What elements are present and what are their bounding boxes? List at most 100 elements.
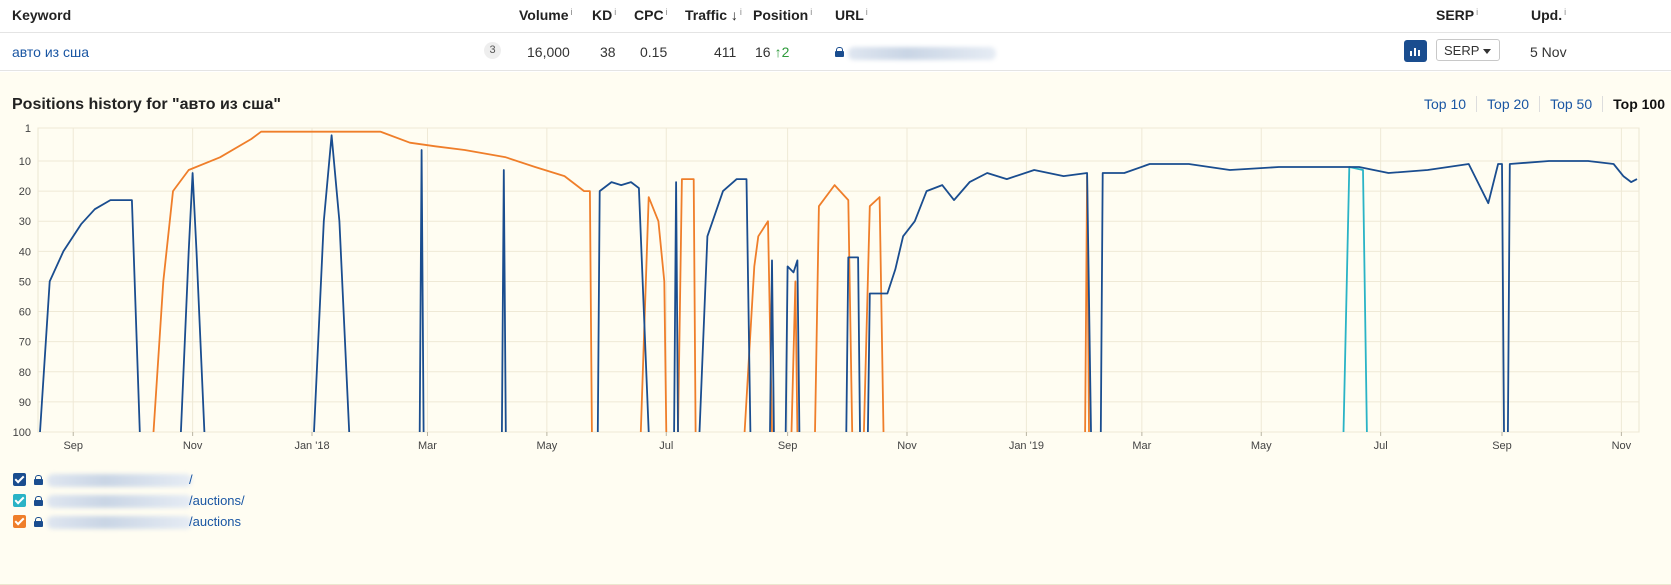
traffic-value: 411 [714,44,737,60]
blurred-url [47,495,192,508]
y-tick-label: 1 [25,123,31,135]
col-traffic[interactable]: Traffic ↓ i [685,7,742,23]
table-header: Keyword Volume i KD i CPC i Traffic ↓ i Posi… [0,0,1671,33]
series-line-auctions-segment [677,178,697,432]
legend-url-suffix[interactable]: /auctions/ [189,493,245,508]
blurred-url[interactable] [847,46,996,60]
lock-icon [34,475,43,485]
series-line--segment [845,256,861,432]
chart-icon-bar [1414,48,1416,56]
series-line-auctions-segment [863,196,885,432]
blurred-url [47,516,192,529]
position-value: 16 [755,44,771,60]
positions-history-panel: Positions history for "авто из сша" Top … [0,72,1671,585]
series-line-auctions-segment [743,220,773,432]
x-tick-label: Nov [897,440,917,452]
info-icon[interactable]: i [1564,7,1567,17]
x-tick-label: Jul [659,440,673,452]
x-tick-label: Jan '18 [294,440,329,452]
y-tick-label: 100 [13,427,31,439]
filter-top-20[interactable]: Top 20 [1477,96,1541,112]
col-serp[interactable]: SERP i [1436,7,1479,23]
kd-value: 38 [600,44,616,60]
y-tick-label: 60 [19,307,31,319]
position-history-button[interactable] [1404,40,1427,62]
legend-checkbox[interactable] [13,515,26,528]
series-line-auctions-segment [152,130,593,432]
blurred-url [47,474,192,487]
col-cpc[interactable]: CPC i [634,7,668,23]
keyword-count-badge[interactable]: 3 [484,42,501,59]
plot-area [37,127,1640,433]
info-icon[interactable]: i [570,7,573,17]
info-icon[interactable]: i [865,7,868,17]
serp-dropdown[interactable]: SERP [1436,39,1500,61]
info-icon[interactable]: i [739,7,742,17]
legend-url-suffix[interactable]: /auctions [189,514,242,529]
info-icon[interactable]: i [614,7,617,17]
x-tick-label: Sep [778,440,798,452]
series-line-auctions-segment [790,280,799,432]
col-volume[interactable]: Volume i [519,7,573,23]
series-line--segment [769,259,775,432]
filter-top-10[interactable]: Top 10 [1414,96,1478,112]
cpc-value: 0.15 [640,44,668,60]
info-icon[interactable]: i [665,7,668,17]
series-line--segment [313,134,351,432]
series-line--segment [784,259,801,432]
lock-icon [34,496,43,506]
table-row: авто из сша 3 16,000 38 0.15 411 16 ↑2 SE… [0,33,1671,71]
positions-chart[interactable]: 1 10 20 30 40 50 60 70 80 90 100 Sep Nov Jan '18 Mar Ma… [0,72,1671,472]
filter-top-100[interactable]: Top 100 [1613,96,1665,112]
info-icon[interactable]: i [1476,7,1479,17]
y-tick-label: 30 [19,216,31,228]
info-icon[interactable]: i [810,7,813,17]
keyword-link[interactable]: авто из сша [12,44,89,60]
col-kd[interactable]: KD i [592,7,617,23]
filter-top-50[interactable]: Top 50 [1540,96,1604,112]
position-cell: 16 ↑2 [755,44,789,60]
caret-down-icon [1483,49,1491,54]
y-tick-label: 10 [19,156,31,168]
x-tick-label: Sep [63,440,83,452]
legend-checkbox[interactable] [13,494,26,507]
series-line-auctions-segment [1342,166,1368,432]
series-line--segment [501,169,507,432]
series-line--segment [180,172,206,432]
y-tick-label: 20 [19,186,31,198]
legend-url-suffix[interactable]: / [189,472,193,487]
updated-value: 5 Nov [1530,44,1567,60]
x-tick-label: Sep [1492,440,1512,452]
series-line--segment [1507,160,1638,432]
lock-icon [34,517,43,527]
series-line--segment [1099,163,1505,432]
series-line--segment [673,181,679,432]
y-tick-label: 80 [19,367,31,379]
position-change: ↑2 [774,44,790,60]
x-tick-label: Nov [183,440,203,452]
col-keyword[interactable]: Keyword [12,7,72,23]
y-tick-label: 70 [19,337,31,349]
x-tick-label: Jul [1374,440,1388,452]
series-line--segment [867,169,1092,432]
series-line--segment [39,199,141,432]
sort-desc-icon[interactable]: ↓ [730,7,738,23]
x-tick-label: May [536,440,557,452]
col-position[interactable]: Position i [753,7,813,23]
chart-icon-bar [1410,51,1412,56]
col-url[interactable]: URL i [835,7,868,23]
x-tick-label: Mar [418,440,437,452]
x-tick-label: Nov [1612,440,1632,452]
lock-icon [835,47,844,57]
series-line-auctions-segment [639,196,668,432]
x-tick-label: May [1251,440,1272,452]
series-line--segment [418,149,425,432]
volume-value: 16,000 [527,44,570,60]
history-title: Positions history for "авто из сша" [12,96,281,113]
col-updated[interactable]: Upd. i [1531,7,1567,23]
legend-checkbox[interactable] [13,473,26,486]
url-cell[interactable] [835,44,996,60]
x-tick-label: Jan '19 [1009,440,1044,452]
top-filter-group: Top 10 Top 20 Top 50 Top 100 [1414,96,1671,112]
